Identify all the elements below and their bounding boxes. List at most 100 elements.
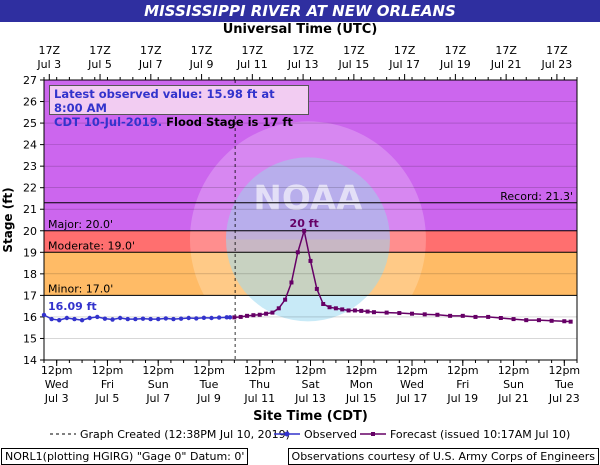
top-tick-label: 17Z bbox=[292, 44, 314, 57]
top-tick-label: 17Z bbox=[343, 44, 365, 57]
bottom-tick-day: Tue bbox=[199, 378, 219, 391]
y-axis-title: Stage (ft) bbox=[1, 187, 15, 252]
top-tick-date: Jul 19 bbox=[439, 58, 471, 71]
y-tick-label: 15 bbox=[23, 332, 37, 345]
forecast-point bbox=[352, 308, 357, 313]
top-tick-label: 17Z bbox=[191, 44, 213, 57]
y-tick-label: 14 bbox=[23, 354, 37, 367]
forecast-point bbox=[422, 312, 427, 317]
minor-label: Minor: 17.0' bbox=[48, 282, 113, 295]
observed-point bbox=[110, 317, 115, 322]
gage-datum-note: NORL1(plotting HGIRG) "Gage 0" Datum: 0' bbox=[1, 448, 249, 465]
top-tick-date: Jul 7 bbox=[138, 58, 163, 71]
observed-point bbox=[133, 316, 138, 322]
noaa-seal-logo: NOAA bbox=[253, 178, 363, 218]
observed-point bbox=[57, 317, 62, 323]
bottom-tick-day: Sun bbox=[503, 378, 524, 391]
observed-point bbox=[216, 315, 222, 320]
observed-point bbox=[178, 316, 184, 321]
forecast-point bbox=[448, 313, 453, 318]
forecast-point bbox=[251, 313, 256, 318]
y-tick-label: 17 bbox=[23, 289, 37, 302]
bottom-tick-time: 12pm bbox=[142, 364, 174, 377]
top-tick-date: Jul 21 bbox=[490, 58, 522, 71]
bottom-tick-date: Jul 19 bbox=[446, 392, 478, 405]
forecast-point bbox=[308, 258, 313, 263]
observed-point bbox=[140, 316, 146, 321]
forecast-point bbox=[371, 310, 376, 315]
observed-point bbox=[79, 317, 85, 323]
forecast-point bbox=[232, 315, 237, 320]
y-tick-label: 19 bbox=[23, 246, 37, 259]
forecast-point bbox=[549, 318, 554, 323]
forecast-point bbox=[524, 318, 529, 323]
bottom-tick-time: 12pm bbox=[193, 364, 225, 377]
forecast-point bbox=[346, 308, 351, 313]
flood-stage-text: Flood Stage is 17 ft bbox=[162, 115, 293, 129]
top-tick-date: Jul 5 bbox=[87, 58, 112, 71]
major-label: Major: 20.0' bbox=[48, 218, 113, 231]
peak-label: 20 ft bbox=[290, 217, 319, 230]
bottom-tick-day: Wed bbox=[400, 378, 424, 391]
forecast-point bbox=[270, 310, 275, 315]
top-tick-date: Jul 11 bbox=[236, 58, 268, 71]
forecast-point bbox=[289, 280, 294, 285]
observed-point bbox=[224, 315, 229, 320]
latest-observed-info: Latest observed value: 15.98 ft at 8:00 … bbox=[49, 85, 309, 129]
bottom-tick-date: Jul 21 bbox=[497, 392, 529, 405]
forecast-point bbox=[333, 306, 338, 311]
observed-point bbox=[163, 316, 169, 321]
noaa-seal-upper bbox=[225, 157, 390, 240]
observed-point bbox=[87, 315, 92, 321]
observed-point bbox=[148, 316, 153, 322]
forecast-point bbox=[340, 307, 345, 312]
forecast-point bbox=[410, 311, 415, 316]
bottom-tick-day: Tue bbox=[554, 378, 574, 391]
legend-forecast-label: Forecast (issued 10:17AM Jul 10) bbox=[390, 428, 570, 441]
forecast-point bbox=[397, 311, 402, 316]
y-tick-label: 16 bbox=[23, 311, 37, 324]
forecast-point bbox=[245, 313, 250, 318]
forecast-point bbox=[536, 318, 541, 323]
y-tick-label: 20 bbox=[23, 225, 37, 238]
y-tick-label: 26 bbox=[23, 96, 37, 109]
observed-point bbox=[194, 316, 199, 321]
forecast-point bbox=[327, 305, 332, 310]
top-tick-label: 17Z bbox=[89, 44, 111, 57]
top-tick-label: 17Z bbox=[39, 44, 61, 57]
forecast-point bbox=[498, 316, 503, 320]
top-tick-label: 17Z bbox=[242, 44, 264, 57]
bottom-axis-title: Site Time (CDT) bbox=[253, 409, 368, 424]
legend-observed-label: Observed bbox=[304, 428, 357, 441]
forecast-point bbox=[264, 311, 269, 316]
bottom-tick-date: Jul 13 bbox=[294, 392, 326, 405]
top-tick-label: 17Z bbox=[140, 44, 162, 57]
bottom-tick-time: 12pm bbox=[244, 364, 276, 377]
bottom-tick-day: Thu bbox=[248, 378, 270, 391]
forecast-point bbox=[511, 317, 516, 322]
bottom-tick-day: Fri bbox=[101, 378, 114, 391]
bottom-tick-date: Jul 17 bbox=[396, 392, 428, 405]
y-tick-label: 27 bbox=[23, 74, 37, 87]
observed-start-label: 16.09 ft bbox=[48, 300, 97, 313]
observed-point bbox=[64, 315, 70, 321]
forecast-point bbox=[238, 314, 243, 319]
latest-observed-line2: CDT 10-Jul-2019. bbox=[54, 115, 163, 129]
observed-point bbox=[95, 314, 100, 320]
bottom-tick-date: Jul 5 bbox=[95, 392, 120, 405]
bottom-tick-date: Jul 23 bbox=[548, 392, 580, 405]
top-tick-label: 17Z bbox=[495, 44, 517, 57]
bottom-tick-time: 12pm bbox=[295, 364, 327, 377]
top-tick-label: 17Z bbox=[394, 44, 416, 57]
bottom-tick-time: 12pm bbox=[498, 364, 530, 377]
bottom-tick-time: 12pm bbox=[41, 364, 73, 377]
forecast-point bbox=[473, 314, 478, 319]
record-label: Record: 21.3' bbox=[500, 190, 573, 203]
y-tick-label: 22 bbox=[23, 182, 37, 195]
top-tick-date: Jul 17 bbox=[388, 58, 420, 71]
observed-point bbox=[186, 315, 191, 321]
legend-observed-marker bbox=[284, 431, 290, 437]
y-tick-label: 25 bbox=[23, 117, 37, 130]
observed-point bbox=[171, 316, 176, 322]
forecast-point bbox=[460, 313, 465, 318]
